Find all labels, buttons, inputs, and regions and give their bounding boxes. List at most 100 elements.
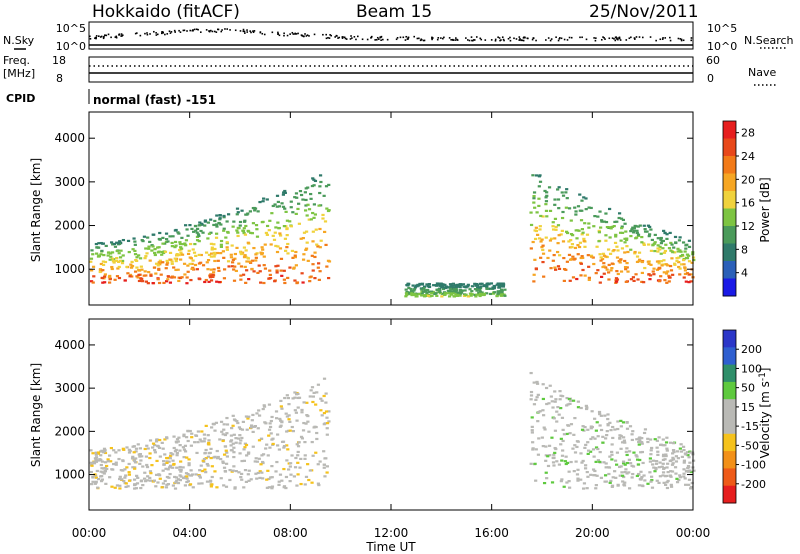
velocity-colorbar-label-main: Velocity [m s — [758, 381, 772, 458]
echo-pixel — [278, 234, 283, 237]
echo-pixel — [310, 254, 314, 257]
time-axis-ticks: 00:00 04:00 08:00 12:00 16:00 20:00 00:00 — [72, 112, 710, 540]
echo-pixel — [275, 194, 280, 197]
echo-pixel — [688, 469, 692, 472]
echo-pixel — [675, 259, 679, 262]
echo-pixel — [254, 472, 258, 475]
nsky-point — [595, 37, 597, 39]
echo-pixel — [610, 262, 614, 265]
echo-pixel — [102, 447, 107, 450]
echo-pixel — [303, 209, 308, 212]
nsky-point — [95, 36, 98, 39]
echo-pixel — [113, 278, 117, 281]
echo-pixel — [233, 486, 237, 489]
echo-pixel — [118, 475, 122, 478]
echo-pixel — [404, 292, 409, 295]
nsky-point — [114, 36, 117, 38]
nsky-point — [399, 36, 402, 39]
echo-pixel — [615, 245, 619, 248]
echo-pixel — [310, 184, 315, 188]
echo-pixel — [128, 275, 132, 278]
echo-pixel — [132, 483, 137, 486]
echo-pixel — [546, 256, 550, 260]
nsky-point — [376, 36, 379, 39]
echo-pixel — [604, 234, 608, 237]
echo-pixel — [638, 440, 642, 444]
echo-pixel — [171, 453, 175, 456]
echo-pixel — [637, 484, 642, 487]
echo-pixel — [193, 441, 197, 444]
echo-pixel — [242, 256, 247, 259]
nsky-point — [382, 38, 384, 41]
echo-pixel — [677, 256, 681, 259]
echo-pixel — [150, 464, 154, 467]
echo-pixel — [646, 440, 650, 444]
echo-pixel — [677, 265, 681, 269]
echo-pixel — [663, 231, 667, 235]
nsky-point — [497, 36, 499, 39]
echo-pixel — [689, 486, 694, 489]
echo-pixel — [185, 477, 189, 480]
echo-pixel — [182, 448, 187, 451]
echo-pixel — [229, 253, 233, 256]
echo-pixel — [313, 425, 317, 428]
echo-pixel — [625, 427, 630, 430]
echo-pixel — [164, 267, 168, 270]
echo-pixel — [543, 428, 547, 431]
echo-pixel — [532, 197, 536, 200]
echo-pixel — [488, 292, 493, 296]
echo-pixel — [131, 455, 135, 458]
echo-pixel — [98, 458, 102, 461]
echo-pixel — [143, 480, 148, 483]
echo-pixel — [635, 255, 640, 258]
echo-pixel — [683, 250, 687, 253]
echo-pixel — [632, 229, 636, 232]
echo-pixel — [438, 292, 443, 295]
echo-pixel — [533, 462, 537, 465]
nsky-point — [107, 33, 110, 36]
echo-pixel — [473, 282, 477, 285]
echo-pixel — [571, 255, 575, 258]
echo-pixel — [296, 473, 300, 476]
echo-pixel — [540, 436, 544, 439]
echo-pixel — [671, 251, 675, 254]
echo-pixel — [562, 256, 566, 260]
nsky-point — [146, 32, 148, 34]
echo-pixel — [165, 460, 169, 463]
echo-pixel — [232, 455, 236, 459]
echo-pixel — [133, 461, 138, 464]
echo-pixel — [195, 227, 200, 230]
nsky-point — [585, 38, 588, 41]
echo-pixel — [553, 429, 558, 432]
echo-pixel — [285, 234, 289, 237]
echo-pixel — [322, 466, 326, 469]
nsky-point — [246, 29, 248, 31]
echo-pixel — [430, 294, 434, 297]
echo-pixel — [203, 451, 207, 455]
echo-pixel — [312, 184, 316, 187]
nsky-point — [169, 32, 172, 34]
echo-pixel — [229, 256, 234, 259]
echo-pixel — [455, 285, 459, 288]
nsky-point — [242, 28, 245, 31]
echo-pixel — [690, 481, 694, 485]
echo-pixel — [632, 279, 636, 283]
echo-pixel — [219, 245, 223, 248]
echo-pixel — [576, 468, 580, 471]
nsky-point — [351, 37, 353, 39]
echo-pixel — [567, 398, 571, 401]
echo-pixel — [274, 470, 278, 473]
echo-pixel — [122, 448, 126, 451]
echo-pixel — [576, 244, 580, 247]
echo-pixel — [222, 428, 226, 431]
echo-pixel — [175, 454, 179, 457]
echo-pixel — [194, 473, 198, 476]
echo-pixel — [671, 456, 675, 459]
echo-pixel — [561, 449, 565, 452]
echo-pixel — [571, 399, 576, 402]
echo-pixel — [153, 449, 157, 452]
echo-pixel — [667, 247, 672, 250]
echo-pixel — [274, 226, 278, 229]
echo-pixel — [547, 402, 551, 405]
echo-pixel — [406, 282, 410, 285]
